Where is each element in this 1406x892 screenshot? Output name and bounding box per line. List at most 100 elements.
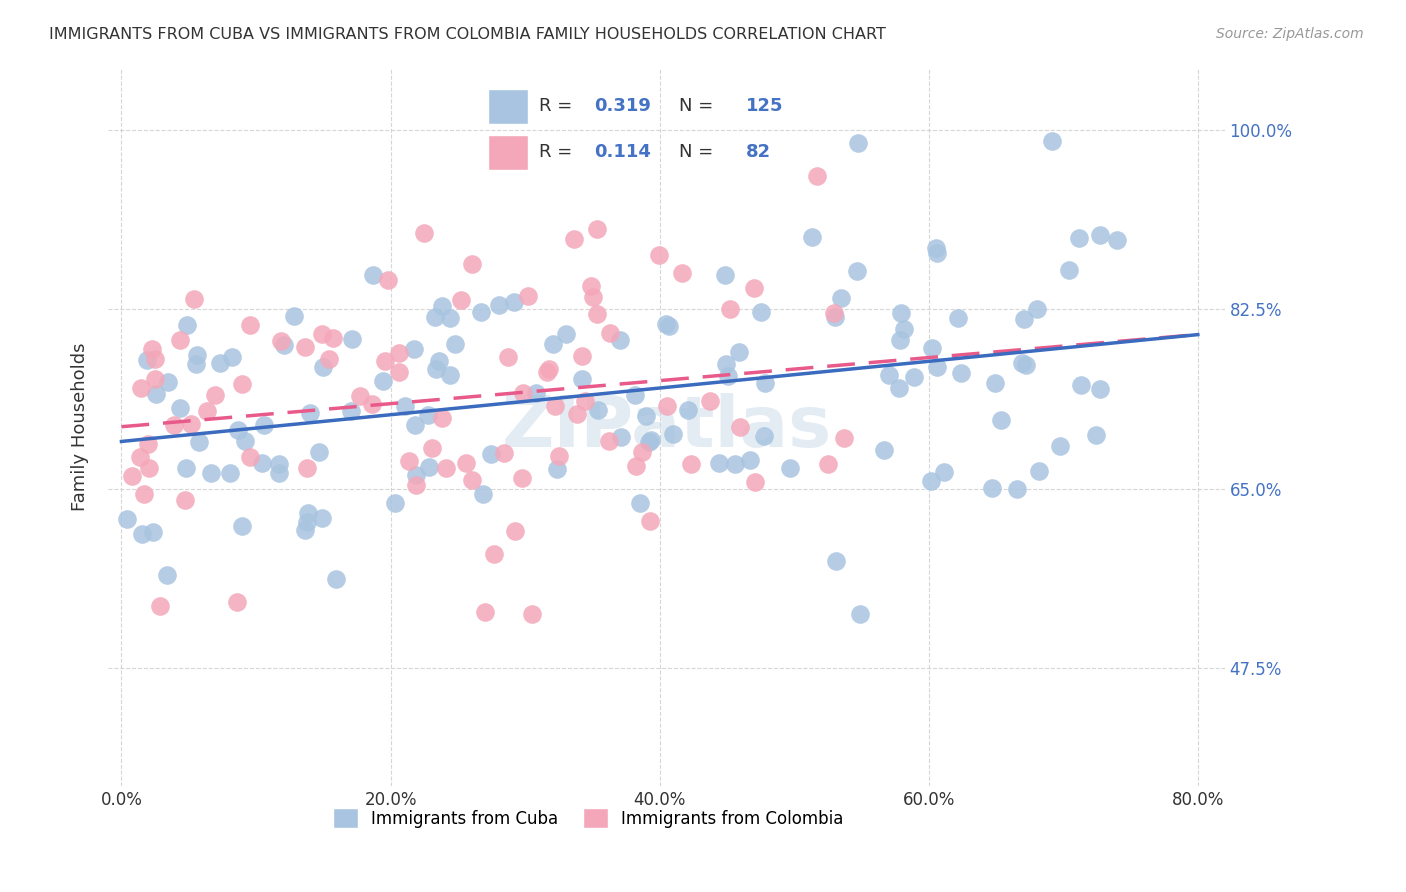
Point bbox=[129, 450, 152, 464]
Point bbox=[671, 266, 693, 280]
Point bbox=[638, 515, 661, 529]
Point bbox=[298, 406, 321, 420]
Point bbox=[1049, 439, 1071, 453]
Legend: Immigrants from Cuba, Immigrants from Colombia: Immigrants from Cuba, Immigrants from Co… bbox=[326, 801, 851, 835]
Point bbox=[228, 423, 250, 437]
Point bbox=[439, 368, 461, 382]
Point bbox=[609, 333, 631, 347]
Point bbox=[472, 487, 495, 501]
Point bbox=[925, 241, 948, 255]
Point bbox=[312, 359, 335, 374]
Point bbox=[779, 461, 801, 475]
Point bbox=[586, 221, 609, 235]
Point bbox=[143, 351, 166, 366]
Point bbox=[418, 459, 440, 474]
Point bbox=[1107, 234, 1129, 248]
Point bbox=[541, 336, 564, 351]
Point bbox=[889, 381, 911, 395]
Point bbox=[585, 307, 607, 321]
Point bbox=[195, 403, 218, 417]
Point bbox=[461, 257, 484, 271]
Point bbox=[294, 340, 316, 354]
Point bbox=[295, 461, 318, 475]
Point bbox=[516, 289, 538, 303]
Point bbox=[628, 496, 651, 510]
Point bbox=[1084, 428, 1107, 442]
Point bbox=[623, 388, 645, 402]
Point bbox=[893, 321, 915, 335]
Point bbox=[610, 430, 633, 444]
Point bbox=[149, 599, 172, 613]
Point bbox=[186, 348, 208, 362]
Point bbox=[806, 169, 828, 184]
Point bbox=[361, 268, 384, 282]
Point bbox=[405, 477, 427, 491]
Point bbox=[132, 487, 155, 501]
Point bbox=[873, 442, 896, 457]
Point bbox=[640, 433, 662, 447]
Point bbox=[388, 365, 411, 379]
Point bbox=[169, 401, 191, 416]
Point bbox=[176, 318, 198, 332]
Point bbox=[496, 351, 519, 365]
Point bbox=[714, 358, 737, 372]
Point bbox=[418, 408, 440, 422]
Point bbox=[510, 470, 533, 484]
Point bbox=[482, 547, 505, 561]
Point bbox=[142, 524, 165, 539]
Point bbox=[131, 527, 153, 541]
Point bbox=[524, 386, 547, 401]
Point bbox=[536, 365, 558, 379]
Point bbox=[599, 326, 621, 341]
Point bbox=[681, 458, 703, 472]
Point bbox=[1026, 301, 1049, 316]
Point bbox=[461, 473, 484, 487]
Point bbox=[825, 553, 848, 567]
Point bbox=[586, 403, 609, 417]
Point bbox=[492, 446, 515, 460]
Point bbox=[889, 334, 911, 348]
Point bbox=[231, 377, 253, 392]
Point bbox=[129, 381, 152, 395]
Point bbox=[470, 305, 492, 319]
Point bbox=[502, 294, 524, 309]
Point bbox=[221, 350, 243, 364]
Point bbox=[503, 524, 526, 539]
Point bbox=[1059, 262, 1081, 277]
Point bbox=[115, 512, 138, 526]
Point bbox=[183, 293, 205, 307]
Point bbox=[311, 510, 333, 524]
Point bbox=[1088, 228, 1111, 243]
Point bbox=[744, 475, 766, 489]
Point bbox=[740, 452, 762, 467]
Point bbox=[920, 474, 942, 488]
Point bbox=[121, 469, 143, 483]
Point bbox=[342, 332, 364, 346]
Point bbox=[295, 516, 318, 530]
Point bbox=[425, 310, 447, 325]
Point bbox=[267, 466, 290, 480]
Point bbox=[233, 434, 256, 448]
Point bbox=[990, 413, 1012, 427]
Text: ZIPatlas: ZIPatlas bbox=[502, 392, 831, 462]
Point bbox=[598, 434, 620, 449]
Point bbox=[186, 357, 208, 371]
Point bbox=[439, 310, 461, 325]
Point bbox=[830, 291, 852, 305]
Point bbox=[571, 372, 593, 386]
Point bbox=[574, 393, 596, 408]
Point bbox=[717, 368, 740, 383]
Point bbox=[173, 493, 195, 508]
Point bbox=[636, 409, 658, 424]
Point bbox=[253, 417, 276, 432]
Point bbox=[145, 372, 167, 386]
Point bbox=[325, 572, 347, 586]
Point bbox=[544, 399, 567, 413]
Point bbox=[371, 375, 394, 389]
Point bbox=[846, 264, 869, 278]
Point bbox=[1005, 482, 1028, 496]
Point bbox=[204, 388, 226, 402]
Point bbox=[658, 319, 681, 334]
Point bbox=[239, 318, 262, 332]
Point bbox=[294, 523, 316, 537]
